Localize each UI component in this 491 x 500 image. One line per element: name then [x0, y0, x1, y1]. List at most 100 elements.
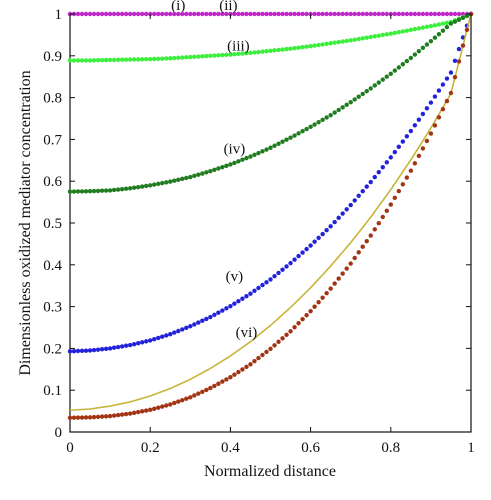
data-point [408, 128, 414, 134]
data-point [352, 198, 357, 203]
data-point [127, 11, 133, 17]
data-point [404, 134, 410, 139]
data-point [432, 11, 438, 17]
data-point [440, 82, 446, 87]
data-point [368, 179, 373, 185]
data-point [424, 24, 430, 30]
data-point [284, 137, 289, 142]
data-point [103, 57, 109, 63]
data-point [368, 11, 373, 17]
data-point [312, 239, 317, 244]
data-point [156, 335, 161, 341]
data-point [224, 306, 229, 311]
data-point [328, 224, 333, 229]
data-point [396, 188, 402, 194]
data-point [260, 49, 265, 54]
data-point [356, 250, 361, 255]
data-point [240, 367, 245, 372]
data-point [232, 372, 237, 377]
data-point [336, 276, 341, 281]
data-point [296, 45, 301, 50]
series-5: (v) [67, 11, 474, 354]
data-point [220, 379, 225, 384]
data-point [380, 11, 385, 17]
data-point [400, 29, 406, 34]
data-point [168, 331, 173, 337]
data-point [87, 11, 93, 17]
data-point [340, 39, 345, 44]
data-point [268, 145, 273, 150]
data-point [111, 11, 117, 17]
data-point [348, 202, 353, 208]
data-point [212, 53, 217, 58]
data-point [91, 188, 97, 194]
data-point [228, 162, 233, 167]
data-point [380, 214, 385, 220]
data-point [324, 41, 329, 47]
x-tick-label: 1 [467, 440, 475, 456]
data-point [320, 295, 325, 300]
data-point [280, 47, 285, 52]
data-point [168, 179, 173, 184]
data-point [248, 291, 253, 296]
data-point [99, 11, 105, 17]
data-point [143, 339, 149, 344]
data-point [280, 267, 285, 272]
data-point [448, 11, 454, 17]
data-point [127, 186, 133, 191]
data-point [67, 58, 73, 63]
data-point [168, 11, 173, 17]
data-point [71, 58, 77, 63]
data-point [216, 166, 221, 171]
data-point [348, 11, 353, 17]
data-point [148, 56, 153, 62]
data-point [352, 97, 357, 102]
data-point [276, 339, 281, 344]
data-point [372, 174, 377, 180]
data-point [204, 11, 209, 17]
data-point [440, 107, 446, 112]
data-point [135, 341, 141, 346]
data-point [280, 336, 285, 341]
data-point [244, 155, 249, 161]
data-point [212, 312, 217, 318]
data-point [360, 189, 365, 194]
data-point [139, 409, 145, 414]
data-point [388, 202, 393, 207]
data-point [123, 11, 129, 17]
data-point [436, 115, 442, 120]
data-point [404, 175, 410, 180]
data-point [248, 11, 253, 17]
y-tick-label: 0.3 [43, 300, 62, 316]
data-point [412, 161, 418, 166]
data-point [143, 408, 149, 413]
data-point [256, 11, 261, 17]
data-point [328, 41, 333, 46]
data-point [368, 34, 373, 40]
data-point [292, 45, 297, 51]
data-point [348, 38, 353, 43]
data-point [164, 180, 169, 185]
data-point [424, 11, 430, 17]
data-point [416, 49, 422, 54]
data-point [192, 322, 197, 327]
curve-label: (v) [226, 269, 244, 285]
data-point [79, 415, 85, 420]
data-point [228, 303, 233, 309]
data-point [400, 139, 406, 144]
data-point [148, 407, 153, 413]
data-point [268, 48, 273, 53]
data-point [312, 122, 317, 127]
data-point [252, 11, 257, 17]
data-point [328, 112, 333, 118]
data-point [111, 413, 117, 418]
data-point [260, 11, 265, 17]
data-point [188, 54, 193, 60]
data-point [372, 11, 377, 17]
data-point [152, 11, 157, 17]
data-point [119, 57, 125, 62]
data-point [184, 175, 189, 181]
data-point [332, 11, 337, 17]
data-point [388, 31, 393, 36]
data-point [184, 396, 189, 401]
